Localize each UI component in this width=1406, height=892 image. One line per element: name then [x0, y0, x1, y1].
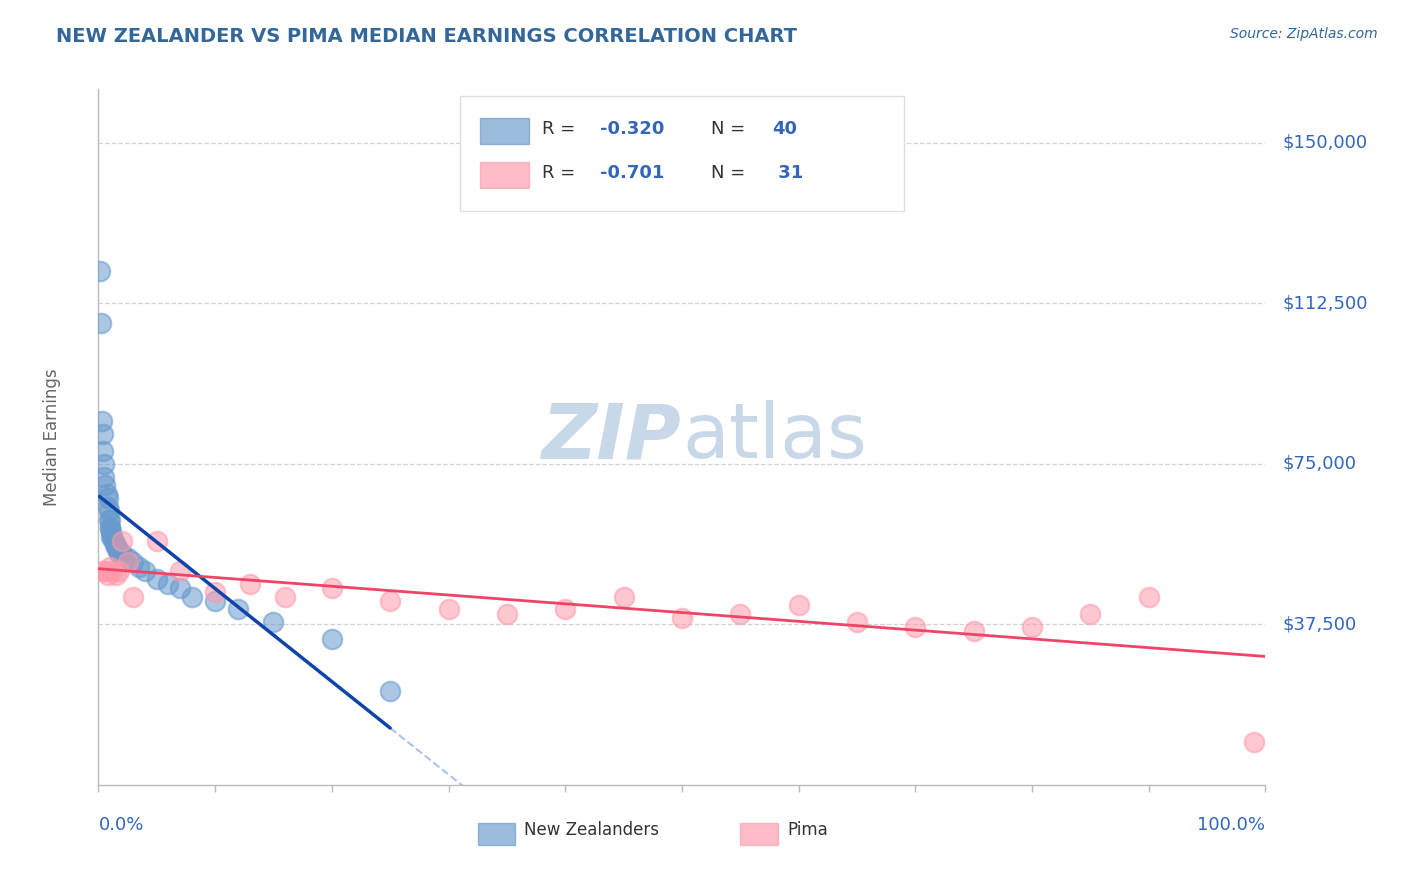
- Point: [101, 564, 124, 578]
- Point: [380, 594, 402, 608]
- Point: [1080, 607, 1102, 621]
- Point: [108, 564, 131, 578]
- Text: atlas: atlas: [682, 401, 866, 474]
- Point: [169, 581, 191, 595]
- Text: ZIP: ZIP: [543, 401, 682, 474]
- Point: [98, 559, 121, 574]
- Point: [104, 538, 127, 552]
- FancyBboxPatch shape: [479, 161, 529, 188]
- Text: N =: N =: [711, 164, 751, 182]
- Text: $75,000: $75,000: [1282, 455, 1357, 473]
- Point: [117, 555, 139, 569]
- Text: 100.0%: 100.0%: [1198, 816, 1265, 834]
- Point: [105, 542, 128, 557]
- Text: New Zealanders: New Zealanders: [524, 822, 659, 839]
- Point: [97, 491, 120, 505]
- Point: [97, 568, 120, 582]
- Point: [380, 683, 402, 698]
- Point: [111, 547, 134, 561]
- Point: [496, 607, 519, 621]
- Point: [146, 533, 169, 548]
- Point: [437, 602, 460, 616]
- Point: [91, 444, 114, 458]
- Point: [239, 576, 262, 591]
- Point: [103, 533, 125, 548]
- Point: [104, 538, 127, 552]
- Point: [93, 469, 115, 483]
- Point: [169, 564, 191, 578]
- Point: [122, 555, 145, 569]
- Point: [157, 576, 180, 591]
- Point: [112, 551, 135, 566]
- Point: [117, 551, 139, 566]
- Point: [107, 542, 129, 557]
- Point: [90, 414, 112, 428]
- FancyBboxPatch shape: [460, 96, 904, 211]
- Point: [96, 487, 118, 501]
- Point: [104, 568, 127, 582]
- Text: N =: N =: [711, 120, 751, 138]
- Point: [98, 512, 121, 526]
- Point: [94, 564, 117, 578]
- Text: 40: 40: [772, 120, 797, 138]
- Point: [128, 559, 150, 574]
- Point: [100, 530, 122, 544]
- Point: [730, 607, 752, 621]
- Point: [962, 624, 984, 638]
- Text: $112,500: $112,500: [1282, 294, 1368, 312]
- Point: [93, 457, 115, 471]
- Point: [204, 585, 226, 599]
- Point: [671, 611, 693, 625]
- Point: [98, 521, 121, 535]
- Point: [98, 521, 121, 535]
- Text: 0.0%: 0.0%: [98, 816, 143, 834]
- Text: R =: R =: [541, 164, 581, 182]
- Point: [111, 533, 134, 548]
- Point: [321, 632, 343, 647]
- Text: -0.320: -0.320: [600, 120, 665, 138]
- Point: [262, 615, 284, 630]
- Text: $37,500: $37,500: [1282, 615, 1357, 633]
- Point: [1137, 590, 1160, 604]
- Point: [90, 564, 112, 578]
- Text: 31: 31: [772, 164, 803, 182]
- FancyBboxPatch shape: [478, 823, 515, 846]
- Point: [228, 602, 250, 616]
- Text: -0.701: -0.701: [600, 164, 665, 182]
- Point: [846, 615, 869, 630]
- Point: [101, 530, 124, 544]
- Point: [321, 581, 343, 595]
- Text: Source: ZipAtlas.com: Source: ZipAtlas.com: [1230, 27, 1378, 41]
- Point: [146, 573, 169, 587]
- Point: [90, 316, 112, 330]
- Point: [108, 547, 131, 561]
- Text: Median Earnings: Median Earnings: [42, 368, 60, 506]
- Text: $150,000: $150,000: [1282, 134, 1368, 152]
- FancyBboxPatch shape: [741, 823, 778, 846]
- FancyBboxPatch shape: [479, 118, 529, 145]
- Point: [204, 594, 226, 608]
- Text: R =: R =: [541, 120, 581, 138]
- Point: [180, 590, 202, 604]
- Point: [554, 602, 576, 616]
- Point: [91, 426, 114, 441]
- Point: [1243, 735, 1265, 749]
- Point: [274, 590, 297, 604]
- Point: [613, 590, 636, 604]
- Point: [122, 590, 145, 604]
- Point: [97, 512, 120, 526]
- Point: [787, 598, 810, 612]
- Point: [94, 478, 117, 492]
- Point: [100, 525, 122, 540]
- Point: [89, 264, 111, 278]
- Point: [97, 500, 120, 514]
- Point: [97, 504, 120, 518]
- Point: [904, 619, 927, 633]
- Point: [1021, 619, 1043, 633]
- Point: [134, 564, 156, 578]
- Text: Pima: Pima: [787, 822, 828, 839]
- Text: NEW ZEALANDER VS PIMA MEDIAN EARNINGS CORRELATION CHART: NEW ZEALANDER VS PIMA MEDIAN EARNINGS CO…: [56, 27, 797, 45]
